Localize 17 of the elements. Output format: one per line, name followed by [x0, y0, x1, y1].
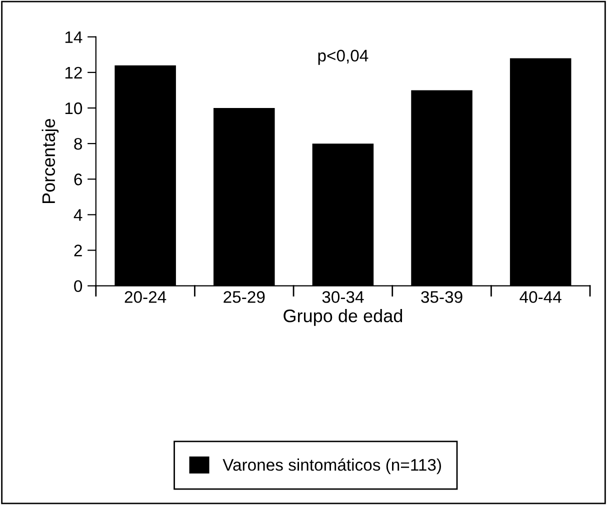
y-tick-label: 4 [74, 209, 82, 221]
annotation: p<0,04 [318, 50, 368, 65]
x-tick-label: 40-44 [520, 291, 562, 303]
y-tick-label: 8 [74, 138, 82, 150]
x-tick-label: 20-24 [124, 291, 166, 303]
y-tick-label: 12 [65, 66, 82, 78]
legend-label: Varones sintomáticos (n=113) [222, 458, 441, 474]
y-tick-label: 10 [65, 102, 82, 114]
y-tick-label: 0 [74, 280, 82, 292]
y-axis-title: Porcentaje [42, 118, 59, 204]
x-tick-label: 25-29 [224, 291, 265, 303]
y-tick-label: 6 [74, 174, 82, 186]
x-axis-title: Grupo de edad [284, 309, 402, 326]
y-tick-label: 14 [65, 31, 82, 43]
x-tick-label: 30-34 [322, 291, 364, 303]
x-tick-label: 35-39 [421, 291, 462, 303]
y-tick-label: 2 [74, 244, 82, 256]
